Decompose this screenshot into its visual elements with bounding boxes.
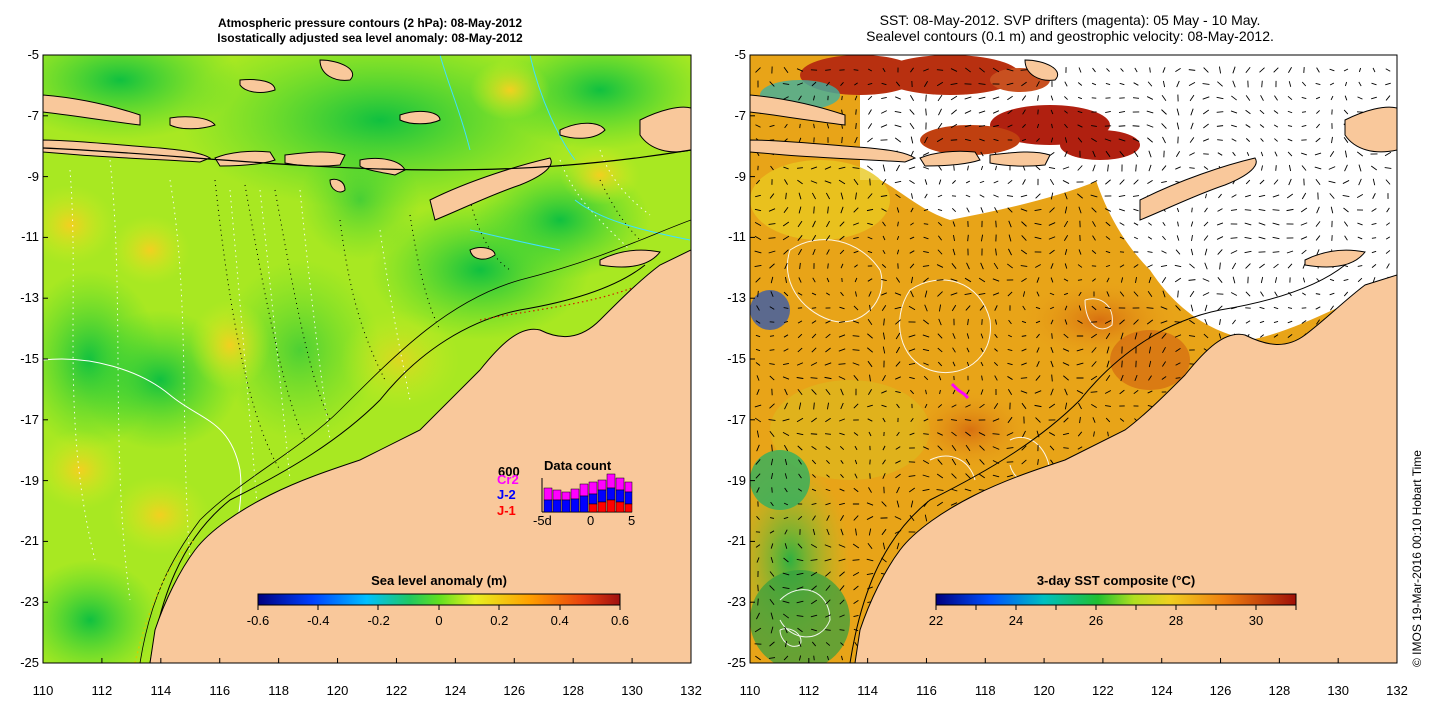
left-x-tick-label: 118	[268, 683, 289, 698]
right-map	[750, 55, 1397, 663]
left-x-tick-label: 110	[32, 683, 54, 698]
right-y-tick-label: -23	[727, 594, 746, 610]
sla-colorbar-tick-label: 0.6	[610, 613, 630, 628]
imos-credit: © IMOS 19-Mar-2016 00:10 Hobart Time	[1410, 450, 1424, 667]
right-y-tick-label: -5	[734, 47, 746, 62]
left-x-tick-label: 112	[91, 683, 113, 698]
left-panel-title: Atmospheric pressure contours (2 hPa): 0…	[100, 16, 640, 46]
sst-colorbar-tick-label: 28	[1168, 613, 1184, 628]
left-x-tick-label: 126	[503, 683, 526, 698]
sla-colorbar-tick-label: -0.2	[367, 613, 390, 628]
sla-colorbar	[257, 593, 621, 610]
left-y-tick-label: -11	[21, 229, 39, 245]
left-title-line1: Atmospheric pressure contours (2 hPa): 0…	[217, 16, 523, 30]
right-x-tick-label: 116	[916, 683, 937, 698]
left-x-tick-label: 114	[150, 683, 172, 698]
right-x-tick-label: 120	[1033, 683, 1055, 698]
axis-tick-marks	[42, 54, 1398, 664]
data-count-legend-j1: J-1	[497, 503, 516, 518]
left-y-tick-label: -19	[20, 472, 39, 488]
sla-colorbar-title: Sea level anomaly (m)	[371, 573, 507, 588]
sla-colorbar-tick-label: 0.2	[490, 613, 509, 628]
sla-colorbar-tick-label: -0.4	[307, 613, 330, 628]
right-y-tick-label: -19	[727, 472, 746, 488]
right-x-tick-label: 124	[1150, 683, 1173, 698]
data-count-inset	[541, 473, 633, 513]
sst-colorbar-tick-label: 24	[1008, 613, 1024, 628]
right-x-tick-label: 114	[857, 683, 878, 698]
data-count-max-label: 600	[498, 464, 520, 479]
left-map	[43, 55, 691, 663]
left-y-tick-label: -7	[27, 107, 39, 123]
right-y-tick-label: -25	[727, 655, 746, 670]
sla-colorbar-gradient	[257, 593, 621, 606]
right-y-tick-label: -15	[727, 351, 746, 366]
left-y-tick-label: -15	[20, 351, 39, 366]
left-y-tick-label: -13	[20, 290, 39, 306]
left-y-tick-label: -21	[20, 533, 39, 549]
svp-drifter-track	[950, 382, 970, 400]
data-count-xlabel-zero: 0	[587, 513, 595, 528]
left-title-line2: Isostatically adjusted sea level anomaly…	[217, 31, 523, 45]
right-y-tick-label: -11	[728, 229, 746, 245]
right-panel-title: SST: 08-May-2012. SVP drifters (magenta)…	[740, 12, 1400, 44]
left-x-tick-label: 120	[326, 683, 349, 698]
right-x-tick-label: 122	[1092, 683, 1114, 698]
australia-land	[149, 249, 691, 663]
right-title-line2: Sealevel contours (0.1 m) and geostrophi…	[866, 28, 1274, 44]
left-y-tick-label: -9	[27, 168, 39, 184]
left-x-tick-label: 132	[680, 683, 702, 698]
sst-colorbar-tick-label: 30	[1248, 613, 1264, 628]
sla-colorbar-tick-label: -0.6	[246, 613, 270, 628]
data-count-xlabel-end: 5	[628, 513, 636, 528]
sst-colorbar-title: 3-day SST composite (°C)	[1036, 573, 1196, 588]
data-count-legend-cr2: Cr2	[497, 472, 519, 487]
right-y-tick-label: -9	[734, 168, 746, 184]
left-y-tick-label: -25	[20, 655, 39, 670]
data-count-xlabel-start: -5d	[533, 513, 552, 528]
sla-colorbar-tick-label: 0.4	[550, 613, 569, 628]
right-x-tick-label: 132	[1386, 683, 1408, 698]
sst-colorbar-gradient	[935, 593, 1297, 606]
left-x-tick-label: 128	[562, 683, 585, 698]
sst-colorbar-tick-label: 22	[928, 613, 944, 628]
right-x-tick-label: 126	[1209, 683, 1232, 698]
data-count-bars	[543, 473, 633, 513]
right-title-line1: SST: 08-May-2012. SVP drifters (magenta)…	[879, 12, 1261, 28]
sla-colorbar-tick-label: 0	[435, 613, 443, 628]
right-x-tick-label: 110	[739, 683, 761, 698]
left-x-tick-label: 124	[444, 683, 467, 698]
left-x-tick-label: 116	[209, 683, 231, 698]
right-y-tick-label: -7	[734, 107, 746, 123]
right-x-tick-label: 130	[1327, 683, 1350, 698]
left-y-tick-label: -23	[20, 594, 39, 610]
right-y-tick-label: -17	[727, 411, 746, 427]
indonesian-islands	[43, 59, 691, 268]
left-y-tick-label: -5	[27, 47, 39, 62]
data-count-title: Data count	[544, 458, 612, 473]
right-y-tick-label: -13	[727, 290, 746, 306]
sst-colorbar-tick-label: 26	[1088, 613, 1104, 628]
left-x-tick-label: 122	[385, 683, 408, 698]
left-y-tick-label: -17	[20, 411, 39, 427]
right-y-tick-label: -21	[727, 533, 746, 549]
right-x-tick-label: 128	[1268, 683, 1291, 698]
right-x-tick-label: 118	[974, 683, 996, 698]
left-x-tick-label: 130	[621, 683, 643, 698]
sst-colorbar	[935, 593, 1297, 610]
data-count-legend-j2: J-2	[497, 487, 516, 502]
australia-land-right	[854, 274, 1397, 663]
right-x-tick-label: 112	[798, 683, 820, 698]
